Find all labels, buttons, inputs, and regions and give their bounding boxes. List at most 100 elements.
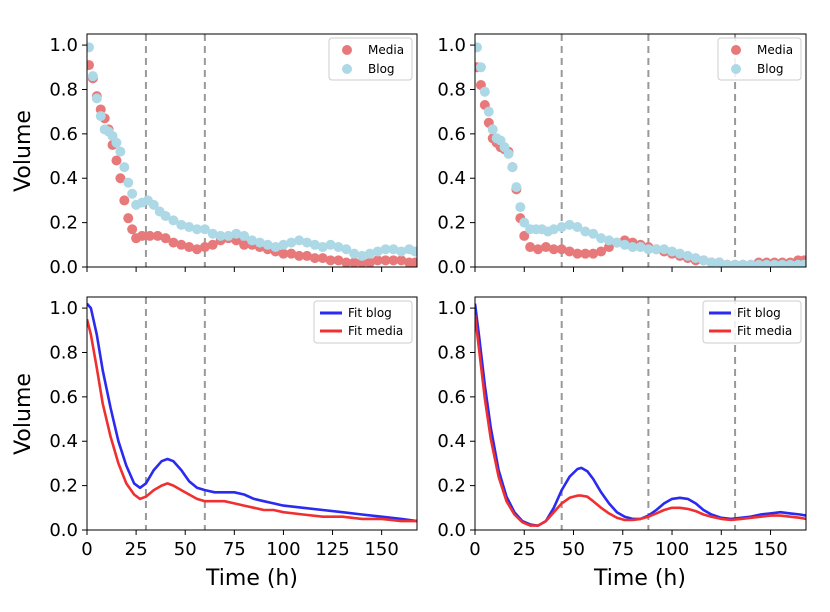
point-blog [254, 237, 265, 248]
point-blog [341, 244, 352, 255]
y-tick-label: 0.2 [437, 213, 466, 234]
y-tick-label: 0.4 [437, 168, 466, 189]
point-blog [737, 259, 748, 267]
axes-frame [474, 33, 807, 268]
line-fit-media [87, 318, 417, 523]
legend-marker-media [731, 45, 741, 55]
x-tick-label: 75 [611, 539, 634, 560]
point-media [184, 242, 195, 253]
legend-marker-media [342, 45, 352, 55]
legend: Media Blog [717, 37, 802, 81]
point-media [556, 244, 567, 255]
x-tick-label: 50 [562, 539, 585, 560]
point-blog [349, 248, 360, 259]
point-blog [199, 224, 210, 235]
point-blog [278, 239, 289, 250]
plot-area [475, 303, 806, 527]
point-blog [635, 242, 646, 253]
point-media [525, 242, 536, 253]
point-blog [682, 250, 693, 261]
x-tick-label: 100 [655, 539, 689, 560]
point-blog [769, 259, 780, 267]
point-blog [223, 230, 234, 241]
legend: Fit blog Fit media [313, 300, 413, 344]
point-media [333, 255, 344, 266]
legend-label-blog: Blog [757, 62, 784, 76]
point-blog [548, 224, 559, 235]
point-media [572, 248, 583, 259]
point-media [533, 244, 544, 255]
legend-label-fit-blog: Fit blog [737, 306, 781, 320]
point-media [119, 195, 130, 206]
panel-top-left: 0.0 0.2 0.4 0.6 0.8 1.0 Volume Media Blog [11, 33, 418, 278]
point-blog [286, 237, 297, 248]
point-blog [475, 62, 486, 73]
point-blog [596, 233, 607, 244]
point-blog [745, 259, 756, 267]
ticks-group: 0.0 0.2 0.4 0.6 0.8 1.0 [49, 35, 383, 278]
point-blog [603, 235, 614, 246]
point-blog [619, 239, 630, 250]
point-media [349, 257, 360, 267]
line-fit-blog [87, 302, 417, 523]
x-tick-label: 0 [469, 539, 480, 560]
x-tick-label: 0 [81, 539, 92, 560]
point-media [580, 248, 591, 259]
point-blog [627, 242, 638, 253]
point-blog [115, 146, 126, 157]
point-media [207, 239, 218, 250]
plot-area [475, 42, 806, 267]
x-tick-label: 150 [753, 539, 787, 560]
point-blog [364, 248, 375, 259]
point-media [176, 239, 187, 250]
point-blog [380, 244, 391, 255]
y-tick-label: 0.6 [437, 124, 466, 145]
legend-label-media: Media [757, 43, 793, 57]
point-blog [564, 219, 575, 230]
y-tick-label: 0.6 [49, 124, 78, 145]
point-blog [262, 239, 273, 250]
y-axis-label: Volume [11, 110, 36, 192]
point-blog [761, 259, 772, 267]
point-blog [333, 242, 344, 253]
point-blog [487, 124, 498, 135]
y-tick-label: 1.0 [437, 35, 466, 56]
x-tick-label: 100 [266, 539, 300, 560]
y-tick-label: 0.6 [49, 387, 78, 408]
y-tick-label: 0.0 [437, 257, 466, 278]
point-media [380, 255, 391, 266]
x-axis-label: Time (h) [205, 566, 298, 591]
ticks-group: 0.0 0.2 0.4 0.6 0.8 1.0 [437, 35, 772, 278]
point-blog [515, 202, 526, 213]
point-blog [357, 250, 367, 261]
point-blog [388, 244, 399, 255]
panel-bottom-right: 0 25 50 75 100 125 150 0.0 0.2 0.4 0.6 0.8 1.0 Time … [437, 296, 807, 591]
point-media [137, 230, 147, 241]
y-tick-label: 1.0 [49, 298, 78, 319]
point-blog [785, 259, 796, 267]
point-blog [753, 259, 764, 267]
x-tick-label: 25 [513, 539, 536, 560]
point-blog [511, 182, 522, 193]
y-tick-label: 0.2 [437, 476, 466, 497]
legend-label-media: Media [368, 43, 404, 57]
y-tick-label: 1.0 [49, 35, 78, 56]
point-blog [580, 226, 591, 237]
point-media [168, 237, 179, 248]
point-media [294, 250, 305, 261]
point-media [564, 246, 575, 257]
legend-marker-blog [342, 64, 352, 74]
point-blog [690, 253, 701, 264]
line-fit-media [475, 314, 806, 527]
point-blog [475, 42, 482, 53]
point-media [341, 257, 352, 267]
y-tick-label: 0.6 [437, 387, 466, 408]
point-blog [714, 257, 725, 267]
point-blog [372, 246, 383, 257]
y-tick-label: 0.0 [49, 257, 78, 278]
point-media [588, 248, 599, 259]
point-media [111, 155, 122, 166]
point-blog [207, 228, 218, 239]
legend-label-blog: Blog [368, 62, 395, 76]
